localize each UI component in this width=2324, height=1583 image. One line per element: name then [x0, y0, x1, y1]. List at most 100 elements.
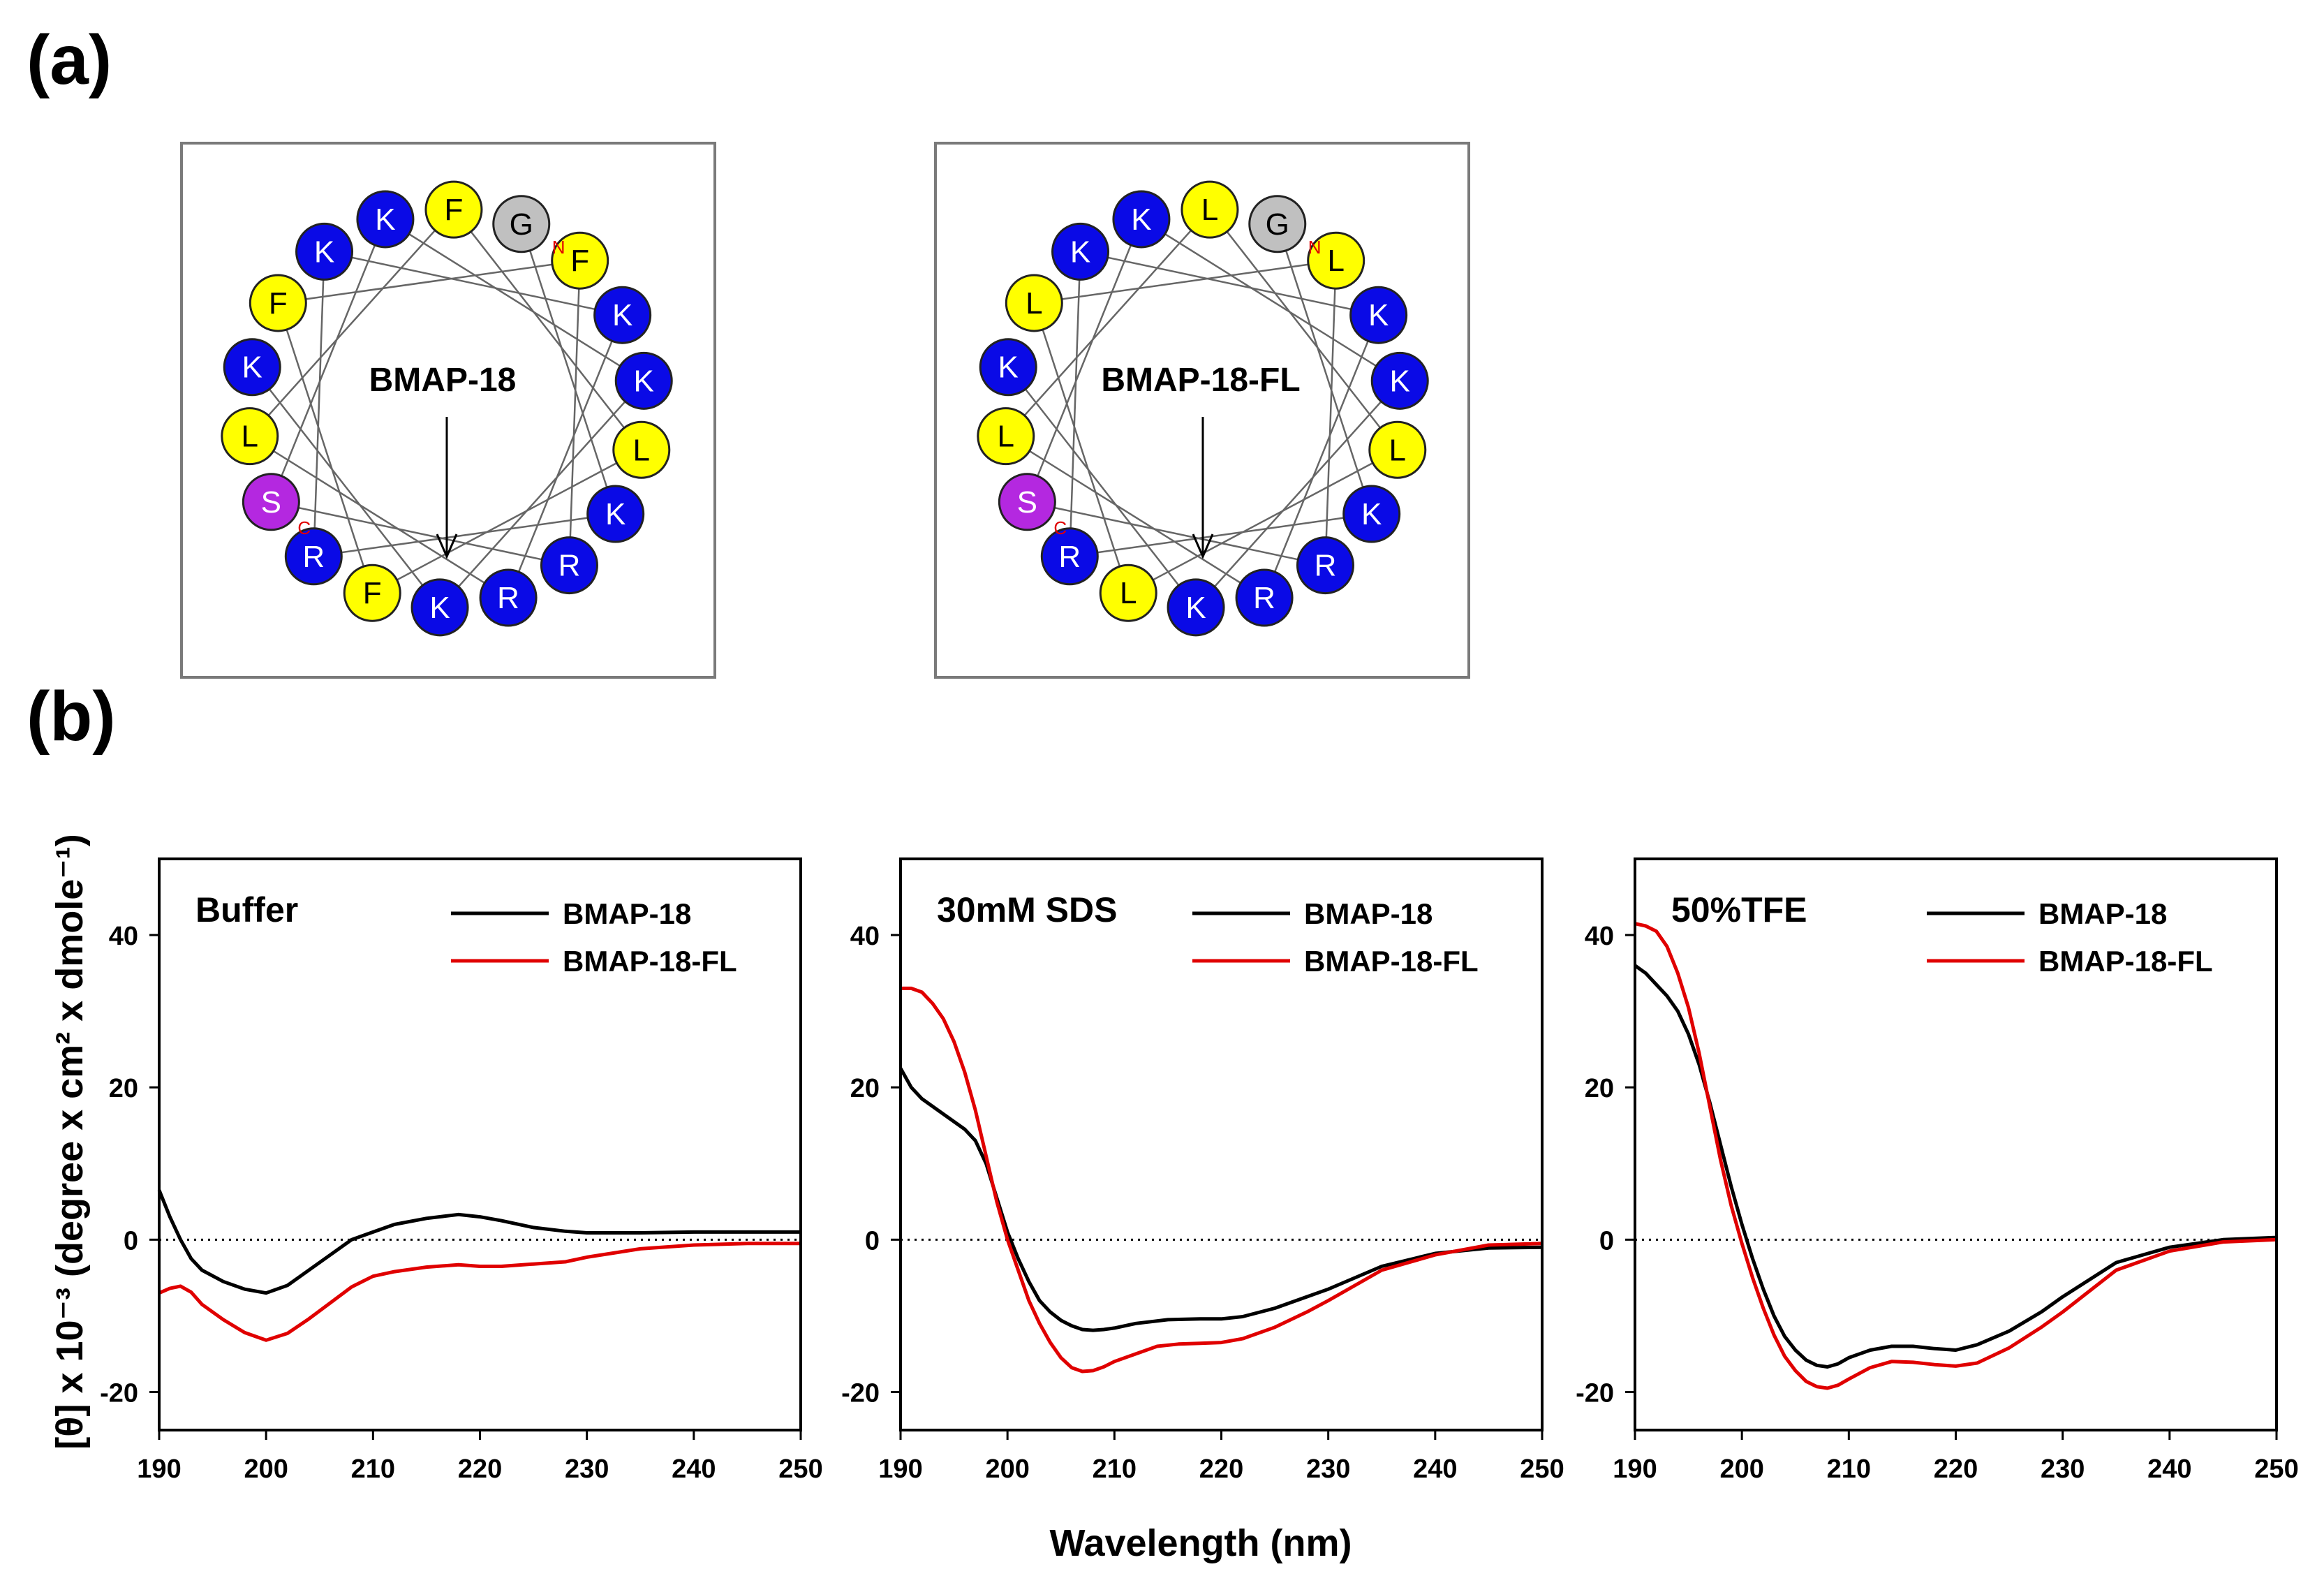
residue-circle — [410, 578, 469, 637]
residue-letter: F — [445, 193, 464, 227]
wheel-link — [1141, 218, 1400, 382]
residue-letter: K — [612, 298, 632, 332]
residue-k: K — [614, 351, 673, 410]
moment-arrow-head — [436, 533, 458, 559]
residue-circle — [614, 351, 673, 410]
residue-letter: R — [1253, 581, 1275, 615]
residue-circle — [586, 485, 645, 543]
residue-circle — [1307, 231, 1365, 290]
residue-l: L — [221, 407, 279, 466]
wheel-connections — [249, 209, 645, 608]
residue-letter: L — [1327, 244, 1344, 278]
y-axis-title: [θ] x 10⁻³ (degree x cm² x dmole⁻¹) — [49, 834, 91, 1449]
series-line-bmap-18 — [1634, 964, 2277, 1369]
wheel-link — [1070, 513, 1372, 558]
residue-circle — [1368, 420, 1427, 479]
wheel-title: BMAP-18 — [369, 362, 517, 399]
residue-circle — [977, 407, 1035, 466]
n-terminus-marker: N — [1308, 237, 1322, 258]
residue-circle — [540, 536, 598, 595]
residue-g: G — [1248, 195, 1307, 253]
residue-k: K — [410, 578, 469, 637]
residue-l: L — [1180, 180, 1239, 239]
residue-letter: L — [1026, 286, 1042, 321]
wheel-link — [251, 366, 441, 608]
series-line-bmap-18-fl — [158, 1242, 801, 1342]
residue-circle — [998, 473, 1056, 531]
wheel-link — [439, 380, 645, 608]
wheel-link — [313, 251, 325, 557]
wheel-link — [385, 218, 644, 382]
residue-letter: L — [998, 420, 1014, 454]
residue-circle — [356, 190, 415, 249]
residue-l: L — [1005, 274, 1063, 332]
residue-circle — [284, 527, 343, 586]
residue-letter: R — [1315, 549, 1337, 583]
wheel-link — [1195, 380, 1401, 608]
x-tick-label: 210 — [1093, 1455, 1137, 1484]
y-tick-label: -20 — [841, 1378, 880, 1408]
residue-l: L — [1099, 564, 1157, 622]
residue-circle — [1342, 485, 1401, 543]
residue-letter: K — [1368, 298, 1389, 332]
residue-circle — [979, 338, 1037, 397]
residue-circle — [479, 568, 538, 627]
residue-letter: K — [314, 235, 334, 269]
wheel-link — [1263, 314, 1379, 598]
residue-k: K — [1342, 485, 1401, 543]
residue-g: G — [492, 195, 551, 253]
residue-letter: L — [242, 420, 258, 454]
c-terminus-marker: C — [297, 517, 311, 538]
residue-letter: G — [510, 207, 533, 242]
residue-circle — [1180, 180, 1239, 239]
x-tick-label: 250 — [1520, 1455, 1564, 1484]
residue-circle — [221, 407, 279, 466]
residue-k: K — [1167, 578, 1225, 637]
wheel-link — [271, 501, 570, 566]
residue-letter: K — [429, 591, 450, 625]
residue-circle — [1248, 195, 1307, 253]
wheel-link — [1208, 209, 1398, 451]
wheel-link — [568, 260, 581, 566]
residue-circle — [1099, 564, 1157, 622]
residue-l: L — [977, 407, 1035, 466]
residue-f: F — [424, 180, 483, 239]
residue-circle — [612, 420, 671, 479]
x-tick-label: 250 — [2254, 1455, 2298, 1484]
residue-letter: L — [1389, 433, 1406, 467]
wheel-link — [249, 435, 509, 599]
wheel-link — [1026, 219, 1143, 503]
residue-circle — [1112, 190, 1171, 249]
wheel-link — [249, 209, 454, 437]
wheel-connections — [1005, 209, 1401, 608]
residue-k: K — [356, 190, 415, 249]
residue-l: L — [1368, 420, 1427, 479]
residue-letter: L — [1201, 193, 1218, 227]
wheel-link — [1069, 251, 1081, 557]
wheel-link — [1324, 260, 1337, 566]
series-line-bmap-18 — [898, 1067, 1543, 1332]
residue-letter: K — [1390, 364, 1410, 398]
wheel-link — [313, 513, 616, 558]
residue-circle — [1167, 578, 1225, 637]
x-tick-label: 200 — [985, 1455, 1029, 1484]
x-axis-title: Wavelength (nm) — [1049, 1522, 1352, 1564]
y-tick-label: 40 — [850, 922, 880, 951]
series-line-bmap-18 — [157, 1189, 801, 1295]
panel-label-b: (b) — [27, 677, 116, 756]
residue-k: K — [593, 286, 652, 344]
x-tick-label: 190 — [878, 1455, 922, 1484]
wheel-link — [1005, 209, 1211, 437]
legend-label: BMAP-18-FL — [563, 945, 737, 978]
residue-circle — [1349, 286, 1408, 344]
y-tick-label: 40 — [109, 922, 138, 951]
residue-letter: R — [302, 540, 325, 574]
x-tick-label: 210 — [351, 1455, 395, 1484]
wheel-link — [1007, 366, 1197, 608]
residue-k: K — [586, 485, 645, 543]
wheel-link — [371, 449, 642, 594]
residue-circle — [343, 564, 401, 622]
residue-k: K — [1112, 190, 1171, 249]
